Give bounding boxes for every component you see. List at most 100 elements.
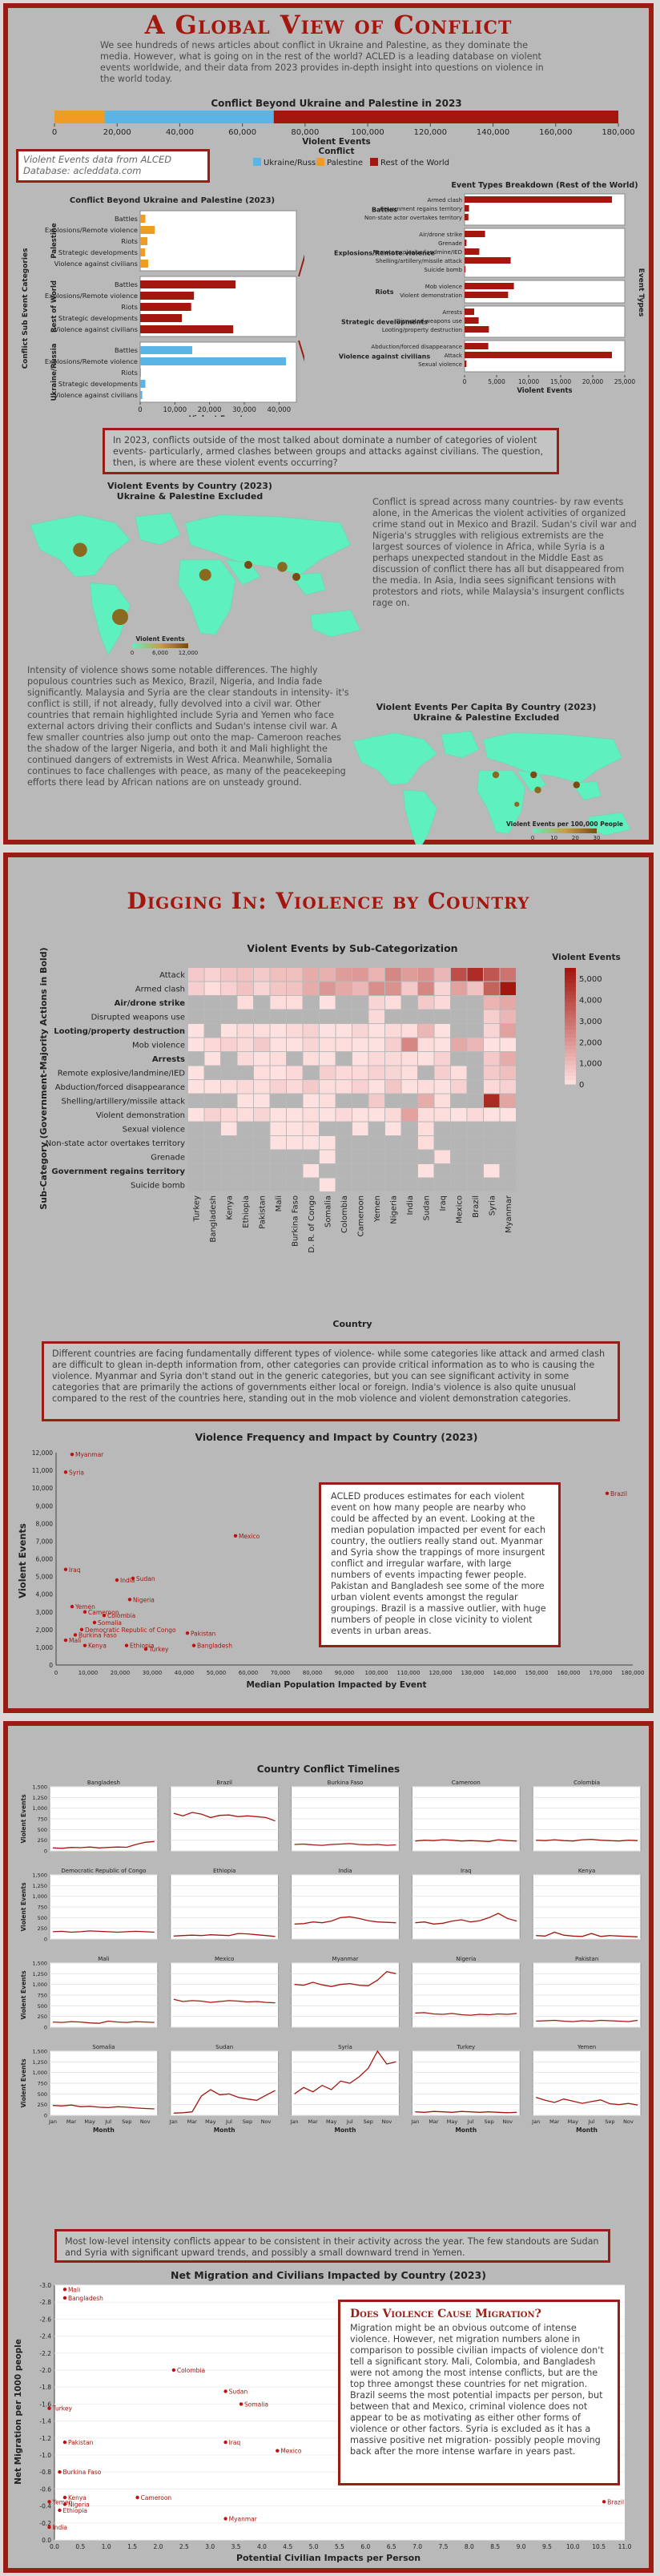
heat-cell bbox=[352, 1150, 368, 1163]
y-axis-label: Violent Events bbox=[20, 1882, 27, 1932]
y-tick-label: 1,250 bbox=[32, 1971, 47, 1977]
legend-gradient-step bbox=[565, 1057, 576, 1062]
heat-cell bbox=[451, 1136, 467, 1150]
category-label: Remote explosive/landmine/IED bbox=[373, 249, 463, 256]
heat-cell bbox=[385, 1178, 401, 1191]
legend-tick: 0 bbox=[131, 650, 134, 656]
data-point bbox=[62, 2440, 67, 2445]
x-tick-label: 25,000 bbox=[614, 378, 635, 385]
x-tick-label: 4.0 bbox=[257, 2543, 267, 2550]
bar bbox=[465, 326, 489, 333]
heat-cell bbox=[204, 1108, 220, 1122]
x-tick-label: Mar bbox=[308, 2118, 319, 2125]
heat-cell bbox=[352, 1080, 368, 1094]
bar bbox=[465, 240, 467, 246]
land-shape bbox=[184, 514, 352, 576]
heat-cell bbox=[500, 1150, 516, 1163]
heat-cell bbox=[303, 1178, 319, 1191]
heat-cell bbox=[204, 1038, 220, 1051]
heat-cell bbox=[467, 1150, 483, 1163]
point-label: Ethiopia bbox=[62, 2507, 87, 2514]
x-tick-label: May bbox=[568, 2118, 579, 2125]
y-axis-label: Event Types bbox=[637, 268, 645, 317]
legend-tick: 20 bbox=[572, 835, 579, 841]
heat-cell bbox=[401, 968, 417, 982]
hotspot bbox=[514, 801, 520, 807]
heat-cell bbox=[303, 1080, 319, 1094]
data-point bbox=[124, 1643, 129, 1647]
heat-cell bbox=[500, 996, 516, 1010]
heat-cell bbox=[484, 1052, 500, 1066]
heat-cell bbox=[237, 1066, 253, 1079]
legend-gradient-step bbox=[565, 1030, 576, 1034]
heat-cell bbox=[484, 982, 500, 995]
data-point bbox=[82, 1643, 87, 1647]
data-point bbox=[102, 1613, 107, 1618]
data-point bbox=[135, 2495, 139, 2500]
heat-cell bbox=[336, 968, 352, 982]
map-subtitle: Ukraine & Palestine Excluded bbox=[413, 712, 559, 723]
point-label: Kenya bbox=[68, 2494, 87, 2501]
heat-cell bbox=[204, 996, 220, 1010]
map-subtitle: Ukraine & Palestine Excluded bbox=[117, 491, 263, 502]
panel-title: Sudan bbox=[215, 2044, 233, 2050]
panel-digging-in: Digging In: Violence by Country Violent … bbox=[3, 853, 654, 1713]
migration-note-title: Does Violence Cause Migration? bbox=[350, 2308, 541, 2320]
x-axis-label: Month bbox=[335, 2127, 356, 2134]
point-label: Mali bbox=[68, 2286, 80, 2293]
x-axis-label: Month bbox=[455, 2127, 477, 2134]
point-label: Colombia bbox=[177, 2367, 205, 2374]
x-tick-label: 9.5 bbox=[542, 2543, 552, 2550]
x-tick-label: Mar bbox=[549, 2118, 560, 2125]
legend-gradient-step bbox=[565, 1064, 576, 1070]
box-timeline-note: Most low-level intensity conflicts appea… bbox=[54, 2229, 610, 2263]
data-point bbox=[223, 2517, 227, 2521]
x-tick-label: 0 bbox=[138, 406, 142, 414]
heat-cell bbox=[204, 1122, 220, 1135]
heat-cell bbox=[451, 1024, 467, 1038]
heat-cell bbox=[254, 996, 270, 1010]
legend-gradient-step bbox=[565, 1002, 576, 1007]
heat-cell bbox=[500, 1052, 516, 1066]
heat-cell bbox=[221, 1150, 237, 1163]
heat-cell bbox=[270, 1150, 286, 1163]
x-axis-label: Month bbox=[214, 2127, 235, 2134]
heat-cell bbox=[254, 1038, 270, 1051]
heat-cell bbox=[188, 1094, 204, 1107]
data-point bbox=[82, 1610, 87, 1614]
category-label: Battles bbox=[115, 280, 138, 288]
heat-cell bbox=[385, 1052, 401, 1066]
legend-title: Violent Events per 100,000 People bbox=[506, 820, 623, 828]
column-label: Syria bbox=[488, 1195, 497, 1215]
bar bbox=[140, 260, 148, 268]
y-tick-label: -2.6 bbox=[39, 2316, 51, 2323]
point-label: Yemen bbox=[74, 1603, 95, 1611]
heat-cell bbox=[401, 1122, 417, 1135]
data-point bbox=[62, 2495, 67, 2500]
x-tick-label: Jan bbox=[410, 2118, 419, 2125]
x-tick-label: 0 bbox=[54, 1670, 58, 1676]
x-tick-label: 90,000 bbox=[335, 1670, 355, 1676]
point-label: Cameroon bbox=[141, 2494, 172, 2501]
data-point bbox=[185, 1631, 190, 1635]
group-label: Explosions/Remote violence bbox=[334, 250, 435, 257]
heat-cell bbox=[500, 1024, 516, 1038]
panel-title: Iraq bbox=[461, 1868, 472, 1874]
heat-cell bbox=[336, 1094, 352, 1107]
heat-cell bbox=[418, 1052, 434, 1066]
data-point bbox=[171, 2368, 176, 2372]
heat-cell bbox=[188, 1122, 204, 1135]
x-tick-label: Sep bbox=[484, 2118, 493, 2125]
heat-cell bbox=[352, 1024, 368, 1038]
y-tick-label: -0.4 bbox=[39, 2503, 51, 2510]
heat-cell bbox=[237, 968, 253, 982]
connector-line bbox=[298, 254, 304, 277]
category-label: Suicide bomb bbox=[424, 267, 462, 273]
data-point bbox=[115, 1578, 119, 1582]
y-tick-label: 12,000 bbox=[32, 1449, 53, 1457]
heat-cell bbox=[418, 1038, 434, 1051]
x-tick-label: 4.5 bbox=[283, 2543, 292, 2550]
x-tick-label: 140,000 bbox=[477, 128, 509, 137]
heat-cell bbox=[451, 968, 467, 982]
legend-gradient-step bbox=[565, 1061, 576, 1066]
